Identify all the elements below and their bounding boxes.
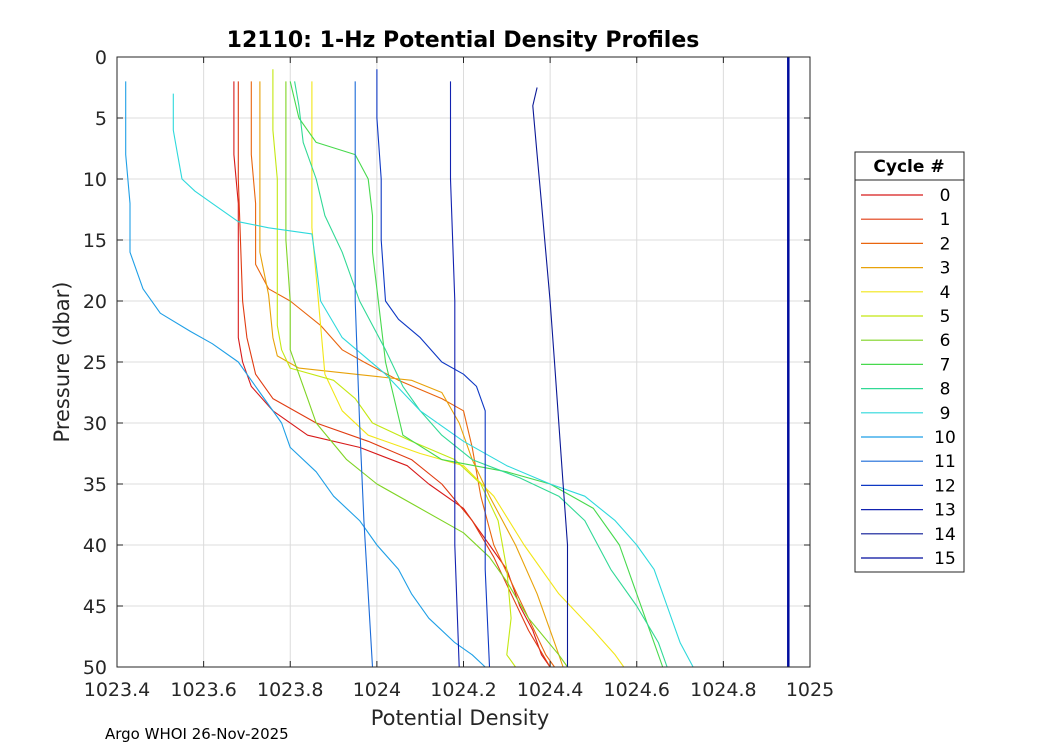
x-tick-label: 1025: [786, 679, 834, 701]
legend-label-cycle-15: 15: [934, 549, 956, 569]
legend-box: [854, 151, 965, 573]
x-tick-label: 1023.4: [84, 679, 150, 701]
series-line-cycle-2: [250, 81, 555, 668]
y-tick-label: 25: [83, 352, 107, 374]
y-tick-label: 45: [83, 596, 107, 618]
y-tick-label: 50: [83, 657, 107, 679]
legend-label-cycle-4: 4: [940, 283, 951, 303]
y-tick-label: 15: [83, 230, 107, 252]
x-tick-label: 1024.8: [690, 679, 756, 701]
legend-label-cycle-11: 11: [934, 452, 956, 472]
legend-label-cycle-5: 5: [940, 307, 951, 327]
legend-label-cycle-10: 10: [934, 428, 956, 448]
legend-label-cycle-14: 14: [934, 525, 956, 545]
chart-title: 12110: 1-Hz Potential Density Profiles: [227, 28, 700, 53]
legend-title: Cycle #: [873, 157, 944, 177]
series-line-cycle-14: [532, 87, 569, 667]
legend-label-cycle-12: 12: [934, 476, 956, 496]
legend-label-cycle-8: 8: [940, 380, 951, 400]
x-tick-label: 1024.2: [430, 679, 496, 701]
y-tick-label: 30: [83, 413, 107, 435]
series-line-cycle-5: [272, 69, 516, 668]
y-tick-label: 0: [95, 47, 107, 69]
y-axis-label: Pressure (dbar): [50, 282, 74, 443]
series-line-cycle-0: [233, 81, 551, 668]
y-tick-label: 35: [83, 474, 107, 496]
legend-label-cycle-7: 7: [940, 355, 951, 375]
series-line-cycle-6: [285, 81, 568, 668]
y-tick-label: 5: [95, 108, 107, 130]
footer-credit: Argo WHOI 26-Nov-2025: [105, 725, 289, 743]
x-tick-label: 1024.6: [604, 679, 670, 701]
series-line-cycle-7: [289, 81, 664, 668]
series-layer: [125, 57, 790, 668]
x-tick-label: 1024: [353, 679, 401, 701]
x-tick-label: 1024.4: [517, 679, 583, 701]
series-line-cycle-12: [376, 69, 491, 668]
series-line-cycle-10: [125, 81, 486, 668]
legend-label-cycle-2: 2: [940, 234, 951, 254]
series-line-cycle-3: [259, 81, 564, 668]
y-tick-label: 40: [83, 535, 107, 557]
legend-label-cycle-1: 1: [940, 210, 951, 230]
y-tick-label: 20: [83, 291, 107, 313]
x-tick-label: 1023.6: [170, 679, 236, 701]
legend-label-cycle-0: 0: [940, 186, 951, 206]
axis-ticks: 1023.4 1023.6 1023.8 1024 1024.2 1024.4 1024.6…: [83, 47, 834, 701]
series-line-cycle-11: [354, 81, 374, 668]
y-tick-label: 10: [83, 169, 107, 191]
legend-label-cycle-13: 13: [934, 501, 956, 521]
legend-label-cycle-3: 3: [940, 259, 951, 279]
series-line-cycle-1: [237, 81, 551, 668]
series-line-cycle-9: [172, 93, 694, 668]
series-line-cycle-13: [449, 81, 460, 668]
legend-label-cycle-9: 9: [940, 404, 951, 424]
x-axis-label: Potential Density: [371, 706, 550, 730]
legend-label-cycle-6: 6: [940, 331, 951, 351]
x-tick-label: 1023.8: [257, 679, 323, 701]
